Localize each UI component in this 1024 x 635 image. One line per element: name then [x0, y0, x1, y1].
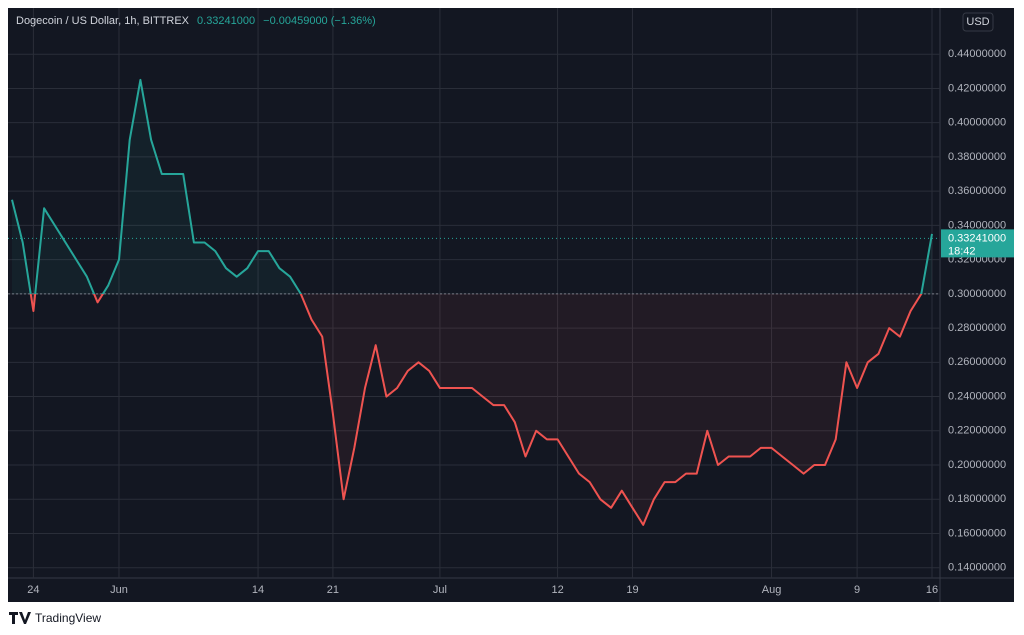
x-tick-label: 12: [551, 584, 563, 596]
x-tick-label: Jul: [433, 584, 447, 596]
y-tick-label: 0.14000000: [948, 562, 1006, 574]
header-price: 0.33241000: [197, 15, 255, 27]
y-tick-label: 0.22000000: [948, 425, 1006, 437]
chart-title: Dogecoin / US Dollar, 1h, BITTREX: [16, 15, 190, 27]
brand-name: TradingView: [35, 611, 101, 625]
baseline-area: [12, 79, 932, 525]
x-tick-label: 9: [854, 584, 860, 596]
x-tick-label: 14: [252, 584, 264, 596]
x-tick-label: Aug: [762, 584, 782, 596]
currency-badge[interactable]: [962, 12, 994, 32]
plot: [8, 78, 940, 526]
y-tick-label: 0.30000000: [948, 288, 1006, 300]
y-tick-label: 0.42000000: [948, 82, 1006, 94]
price-line: [11, 78, 933, 526]
y-tick-label: 0.18000000: [948, 493, 1006, 505]
y-tick-label: 0.44000000: [948, 48, 1006, 60]
x-tick-label: 21: [327, 584, 339, 596]
brand-logo: [9, 612, 31, 624]
y-tick-label: 0.38000000: [948, 151, 1006, 163]
y-tick-label: 0.20000000: [948, 459, 1006, 471]
x-tick-label: Jun: [110, 584, 128, 596]
axes: 0.14000000 0.16000000 0.18000000 0.20000000…: [27, 48, 1014, 596]
y-tick-label: 0.34000000: [948, 219, 1006, 231]
y-tick-label: 0.16000000: [948, 527, 1006, 539]
header-change: −0.00459000 (−1.36%): [263, 15, 376, 27]
y-tick-label: 0.26000000: [948, 356, 1006, 368]
price-tag-label: 0.33241000: [948, 232, 1006, 244]
y-tick-label: 0.36000000: [948, 185, 1006, 197]
y-tick-label: 0.28000000: [948, 322, 1006, 334]
price-tag: [941, 229, 1014, 258]
x-tick-label: 24: [27, 584, 39, 596]
countdown-label: 18:42: [948, 245, 976, 257]
y-tick-label: 0.24000000: [948, 390, 1006, 402]
currency-label[interactable]: USD: [966, 16, 989, 28]
x-tick-label: 16: [926, 584, 938, 596]
x-tick-label: 19: [626, 584, 638, 596]
y-tick-label: 0.40000000: [948, 117, 1006, 129]
